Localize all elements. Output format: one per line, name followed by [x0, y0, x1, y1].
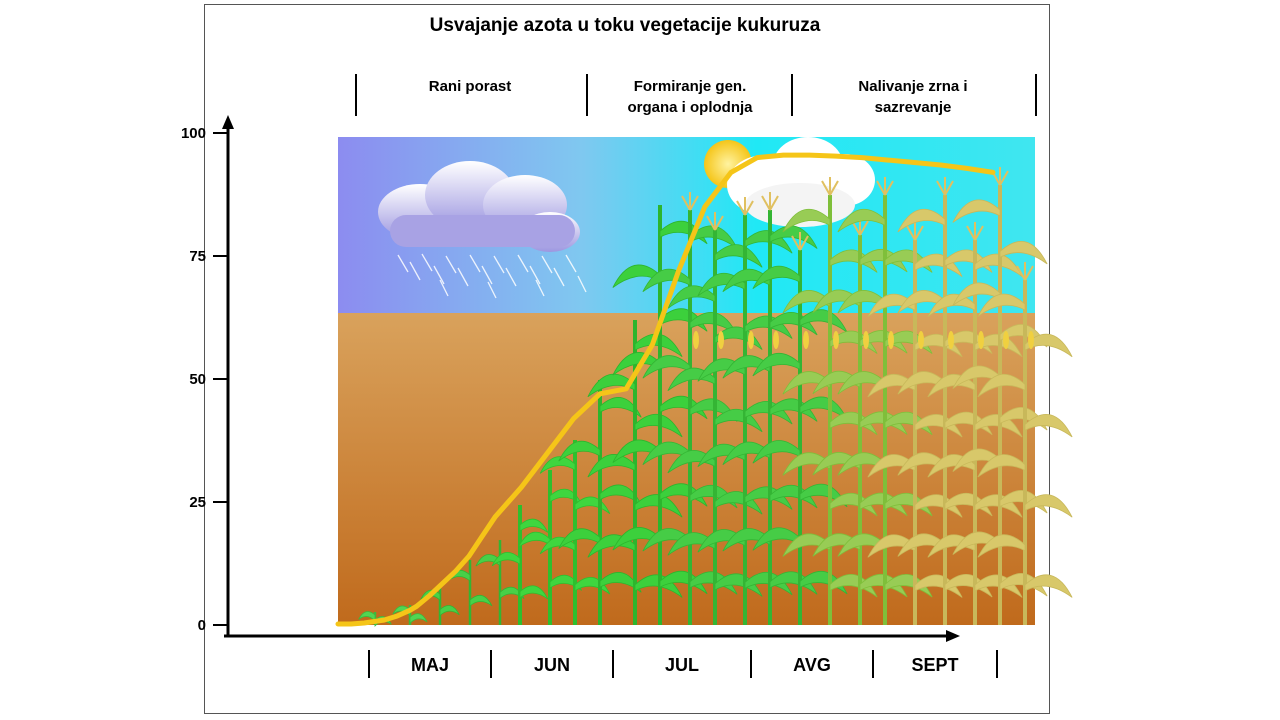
corn-plant: [782, 177, 878, 625]
y-tick-label: 100: [181, 125, 206, 142]
phase-separators: [355, 74, 1037, 116]
rain-cloud-icon: [378, 161, 587, 299]
y-tick-label: 25: [189, 494, 206, 511]
chart-frame: [204, 4, 1050, 714]
chart-title: Usvajanje azota u toku vegetacije kukuru…: [430, 15, 821, 36]
corn-plant: [897, 177, 993, 625]
phase-label-early-growth: Rani porast: [429, 78, 512, 95]
corn-plant: [558, 380, 642, 625]
corn-plant: [837, 177, 933, 625]
corn-plant: [977, 262, 1073, 625]
month-label-avg: AVG: [793, 655, 831, 675]
corn-plant: [491, 505, 549, 625]
nitrogen-uptake-curve: [335, 152, 996, 627]
month-label-jun: JUN: [534, 655, 570, 675]
y-tick-label: 0: [198, 617, 206, 634]
month-label-sept: SEPT: [911, 655, 958, 675]
y-tick-label: 75: [189, 248, 206, 265]
y-tick-label: 50: [189, 371, 206, 388]
phase-label-grain-fill-line-2: sazrevanje: [875, 99, 952, 116]
corn-plant: [475, 540, 525, 625]
x-axis-arrow: [946, 630, 960, 642]
y-axis-arrow: [222, 115, 234, 129]
month-label-jul: JUL: [665, 655, 699, 675]
corn-plant: [642, 192, 738, 625]
phase-label-formation-line-2: organa i oplodnja: [627, 99, 753, 116]
phase-label-formation-line-1: Formiranje gen.: [634, 78, 747, 95]
month-separators: [368, 650, 998, 678]
corn-plant: [447, 560, 493, 625]
corn-plant: [752, 232, 848, 625]
month-label-maj: MAJ: [411, 655, 449, 675]
y-ticks: 0 25 50 75 100: [181, 125, 228, 634]
corn-plant: [867, 222, 963, 625]
phase-label-grain-fill-line-1: Nalivanje zrna i: [858, 78, 967, 95]
corn-plants-illustration: [358, 167, 1073, 628]
